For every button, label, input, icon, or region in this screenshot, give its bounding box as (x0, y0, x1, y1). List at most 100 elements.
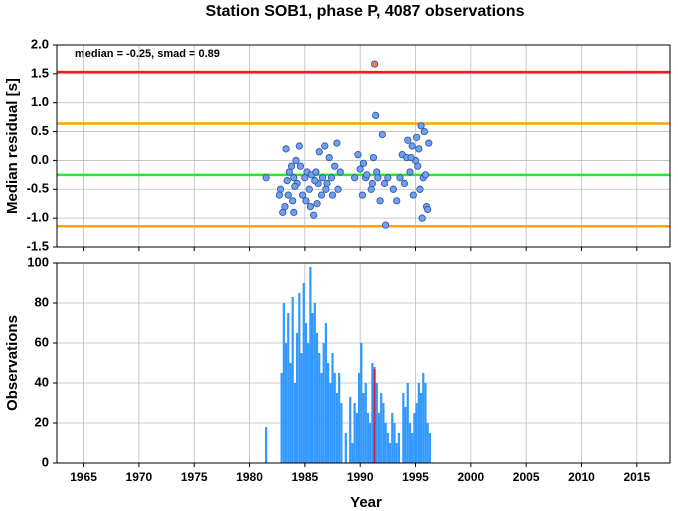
bar (298, 293, 301, 463)
point (400, 179, 409, 188)
bar (287, 313, 290, 463)
bar (397, 433, 401, 463)
y-axis-label: Observations (4, 315, 21, 411)
point (382, 221, 390, 229)
bar (265, 427, 268, 463)
bar (318, 353, 321, 463)
x-tick-label: 2005 (513, 470, 540, 484)
bar (377, 413, 381, 463)
bar (364, 383, 367, 463)
bar (395, 443, 398, 463)
bar (309, 267, 312, 463)
point (290, 208, 298, 216)
bar (351, 443, 354, 463)
point (418, 214, 426, 222)
bar (355, 413, 358, 463)
y-tick-label: 0.5 (31, 123, 49, 138)
bar (307, 343, 310, 463)
y-tick-label: 100 (27, 254, 49, 269)
x-tick-label: 2010 (568, 470, 595, 484)
point (299, 191, 307, 199)
point (372, 111, 380, 120)
bar (388, 443, 392, 463)
point (415, 145, 423, 153)
point (378, 130, 386, 139)
point (424, 205, 432, 214)
point (283, 177, 291, 185)
point (321, 142, 329, 150)
x-tick-label: 1970 (126, 470, 153, 484)
x-tick-label: 2015 (623, 470, 650, 484)
bar (282, 303, 285, 463)
point (296, 162, 305, 170)
x-tick-label: 2000 (457, 470, 484, 484)
bar (411, 433, 414, 463)
bar (331, 353, 334, 463)
bar (329, 383, 332, 463)
bar (322, 343, 325, 463)
bar (417, 383, 420, 463)
point (282, 145, 290, 153)
point (368, 179, 376, 188)
point (313, 200, 321, 208)
y-tick-label: -1.0 (27, 210, 49, 225)
bar (357, 373, 361, 463)
bar (406, 383, 409, 463)
point (373, 168, 381, 176)
y-tick-label: 2.0 (31, 36, 49, 51)
bar (366, 413, 370, 463)
bar (338, 373, 341, 463)
bar (291, 297, 294, 463)
point (374, 174, 382, 182)
point (358, 191, 366, 199)
x-axis-label: Year (350, 494, 382, 511)
bar (424, 383, 427, 463)
bar (404, 407, 407, 463)
point (322, 185, 330, 193)
point (292, 156, 300, 165)
x-tick-label: 1965 (70, 470, 97, 484)
point (276, 185, 285, 193)
y-tick-label: 0 (42, 454, 49, 469)
bar (402, 393, 405, 463)
point (363, 171, 371, 179)
x-tick-label: 1975 (181, 470, 208, 484)
point (406, 168, 414, 176)
bar (415, 403, 418, 463)
plot-frame (56, 262, 671, 464)
point (369, 153, 378, 162)
point (414, 162, 422, 170)
bar (422, 373, 425, 463)
bar (293, 383, 297, 463)
point (404, 136, 412, 144)
x-tick-label: 1995 (402, 470, 429, 484)
bar (369, 423, 372, 463)
point (262, 174, 270, 182)
chart-title: Station SOB1, phase P, 4087 observations (206, 3, 525, 20)
bar (320, 373, 323, 463)
point (333, 139, 341, 147)
bar (302, 283, 305, 463)
point (311, 177, 319, 185)
y-tick-label: 80 (35, 294, 49, 309)
bar (324, 323, 327, 463)
point (351, 174, 359, 182)
point (417, 122, 425, 130)
bar (428, 433, 431, 463)
point (393, 197, 401, 205)
bar (300, 353, 303, 463)
bar (413, 413, 416, 463)
bar (344, 433, 347, 463)
point (325, 153, 333, 162)
annotation: median = -0.25, smad = 0.89 (75, 48, 220, 60)
point (407, 153, 415, 162)
bar (393, 423, 396, 463)
y-axis-label: Median residual [s] (4, 78, 21, 214)
x-tick-label: 1985 (292, 470, 319, 484)
point (328, 191, 337, 199)
bar (289, 363, 292, 463)
point (336, 168, 344, 176)
bar (335, 393, 339, 463)
point (356, 165, 364, 173)
